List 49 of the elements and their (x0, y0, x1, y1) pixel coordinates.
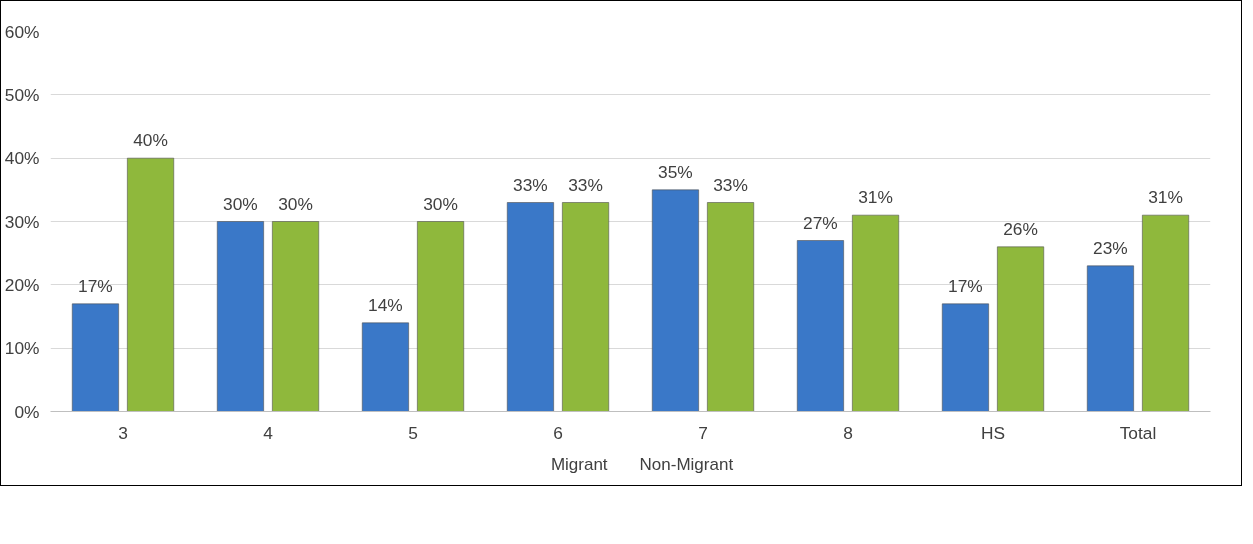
x-tick-label: 4 (263, 422, 274, 443)
bar (127, 157, 175, 412)
bar (562, 202, 610, 412)
data-label: 26% (1003, 218, 1038, 239)
data-label: 30% (278, 193, 313, 214)
data-label: 31% (858, 187, 893, 208)
bar (796, 240, 844, 412)
data-label: 23% (1093, 237, 1128, 258)
y-tick-label: 60% (4, 21, 40, 42)
bar (997, 246, 1045, 412)
data-label: 33% (713, 174, 748, 195)
x-tick-label: 5 (408, 422, 418, 443)
bar (941, 303, 989, 412)
data-label: 31% (1148, 187, 1183, 208)
bar (71, 303, 119, 412)
data-label: 35% (658, 161, 693, 182)
bar (361, 322, 409, 412)
bar (417, 221, 465, 412)
bar (651, 189, 699, 412)
x-tick-label: Total (1119, 422, 1157, 443)
bar (707, 202, 755, 412)
x-tick-label: 6 (553, 422, 563, 443)
data-label: 33% (513, 174, 548, 195)
y-tick-label: 50% (4, 84, 40, 105)
x-tick-label: 3 (118, 422, 128, 443)
data-label: 14% (368, 294, 403, 315)
data-label: 30% (223, 193, 258, 214)
bar (1086, 265, 1134, 412)
data-label: 17% (78, 275, 113, 296)
bar (852, 214, 900, 412)
data-label: 17% (948, 275, 983, 296)
y-tick-label: 0% (14, 401, 40, 422)
data-label: 30% (423, 193, 458, 214)
y-tick-label: 30% (4, 211, 40, 232)
x-tick-label: 7 (698, 422, 708, 443)
text: Non-Migrant (639, 455, 734, 475)
data-label: 27% (803, 212, 838, 233)
text: Migrant (550, 455, 608, 475)
x-tick-label: 8 (843, 422, 853, 443)
bar (1142, 214, 1190, 412)
y-tick-label: 20% (4, 274, 40, 295)
bar (272, 221, 320, 412)
y-tick-label: 40% (4, 148, 40, 169)
bar (506, 202, 554, 412)
data-label: 33% (568, 174, 603, 195)
data-label: 40% (133, 130, 168, 151)
x-tick-label: HS (980, 422, 1006, 443)
y-tick-label: 10% (4, 338, 40, 359)
bar (216, 221, 264, 412)
